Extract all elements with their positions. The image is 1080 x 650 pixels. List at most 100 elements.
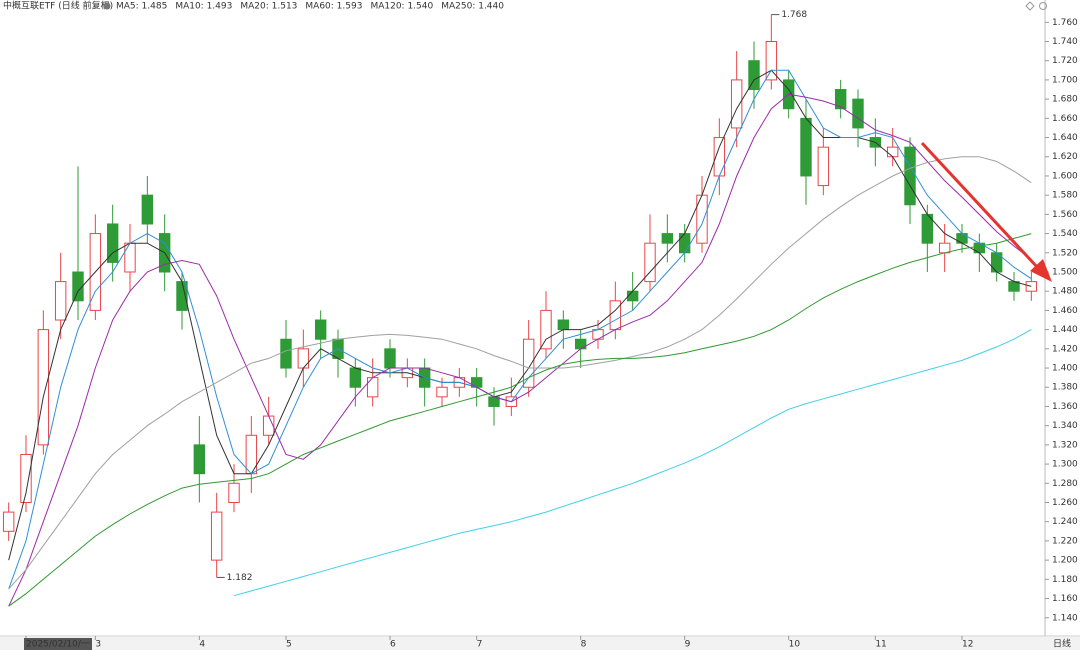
candle-body — [72, 271, 84, 302]
x-cursor-label-bg — [24, 638, 92, 650]
trend-arrow — [920, 141, 1052, 282]
y-tick-label: 1.620 — [1052, 152, 1078, 162]
candle-body — [349, 367, 362, 388]
candle-body — [800, 117, 812, 177]
candle-body — [193, 444, 206, 475]
y-tick-label: 1.300 — [1052, 460, 1078, 470]
candle-body — [262, 415, 275, 436]
candle-body — [730, 79, 743, 129]
y-tick-label: 1.580 — [1052, 191, 1078, 201]
ma-line — [8, 69, 1032, 590]
x-tick-label: 5 — [286, 640, 292, 650]
x-tick-label: 4 — [199, 640, 205, 650]
y-tick-label: 1.320 — [1052, 440, 1078, 450]
y-tick-label: 1.460 — [1052, 306, 1078, 316]
y-tick-label: 1.240 — [1052, 517, 1078, 527]
y-tick-label: 1.760 — [1052, 18, 1078, 28]
chart-title: 中概互联ETF (日线 前复权) — [3, 0, 113, 12]
candle-body — [626, 290, 639, 302]
y-tick-label: 1.140 — [1052, 613, 1078, 623]
y-tick-label: 1.740 — [1052, 37, 1078, 47]
candle-body — [2, 511, 15, 532]
y-tick-label: 1.720 — [1052, 56, 1078, 66]
candle-body — [280, 338, 292, 369]
candle-body — [834, 89, 847, 110]
candle-body — [228, 482, 240, 504]
x-tick-label: 9 — [685, 640, 691, 650]
ma-line — [8, 69, 1032, 561]
y-tick-label: 1.640 — [1052, 133, 1078, 143]
y-tick-label: 1.680 — [1052, 95, 1078, 105]
candle-body — [852, 98, 864, 129]
candle-body — [574, 338, 587, 350]
y-tick-label: 1.220 — [1052, 536, 1078, 546]
legend-entry: MA10: 1.493 — [175, 2, 232, 12]
x-tick-label: 10 — [789, 640, 801, 650]
candle-body — [609, 300, 622, 331]
candle-body — [522, 338, 535, 388]
candle-body — [297, 348, 310, 369]
y-tick-label: 1.440 — [1052, 325, 1078, 335]
candle-body — [210, 511, 223, 561]
y-tick-label: 1.420 — [1052, 344, 1078, 354]
candle-body — [37, 329, 50, 446]
y-tick-label: 1.560 — [1052, 210, 1078, 220]
candle-body — [765, 40, 778, 81]
candle-body — [141, 194, 154, 225]
candle-body — [54, 281, 67, 321]
candle-body — [661, 233, 674, 244]
candle-body — [886, 146, 899, 158]
max-label: 1.768 — [781, 10, 807, 20]
y-tick-label: 1.180 — [1052, 575, 1078, 585]
y-tick-label: 1.160 — [1052, 594, 1078, 604]
y-tick-label: 1.660 — [1052, 114, 1078, 124]
y-tick-label: 1.280 — [1052, 479, 1078, 489]
settings-icon[interactable] — [103, 2, 111, 10]
ma-line — [233, 329, 1032, 597]
legend-entry: MA120: 1.540 — [370, 2, 433, 12]
x-tick-label: 3 — [95, 640, 101, 650]
x-tick-label: 8 — [581, 640, 587, 650]
ma-line — [8, 233, 1032, 607]
ma-line — [8, 156, 1032, 590]
y-tick-label: 1.340 — [1052, 421, 1078, 431]
y-tick-label: 1.700 — [1052, 75, 1078, 85]
x-tick-label: 7 — [477, 640, 483, 650]
candle-body — [384, 348, 396, 369]
x-axis-band — [0, 637, 1080, 650]
toolbar-icon[interactable] — [1039, 2, 1047, 10]
y-tick-label: 1.500 — [1052, 267, 1078, 277]
candle-body — [904, 146, 916, 206]
candle-body — [938, 242, 951, 254]
y-tick-label: 1.360 — [1052, 402, 1078, 412]
legend-entry: MA60: 1.593 — [305, 2, 362, 12]
toolbar-icon[interactable] — [1025, 1, 1035, 11]
y-tick-label: 1.200 — [1052, 556, 1078, 566]
y-tick-label: 1.600 — [1052, 171, 1078, 181]
y-tick-label: 1.380 — [1052, 383, 1078, 393]
candle-body — [20, 453, 32, 504]
ma-line — [8, 93, 1032, 607]
y-tick-label: 1.540 — [1052, 229, 1078, 239]
candle-body — [644, 242, 656, 283]
candle-body — [106, 223, 119, 263]
x-tick-label: 12 — [962, 640, 973, 650]
legend-entry: MA250: 1.440 — [441, 2, 504, 12]
candle-body — [124, 242, 136, 273]
y-tick-label: 1.400 — [1052, 364, 1078, 374]
y-tick-label: 1.480 — [1052, 287, 1078, 297]
y-tick-label: 1.260 — [1052, 498, 1078, 508]
candle-body — [436, 386, 448, 398]
legend: 中概互联ETF (日线 前复权) MA5: 1.485 MA10: 1.493 MA… — [3, 0, 504, 12]
candle-body — [540, 309, 552, 350]
candle-body — [678, 233, 691, 254]
y-tick-label: 1.520 — [1052, 248, 1078, 258]
candle-body — [1025, 281, 1038, 292]
plot-area: 1.140 1.160 1.180 1.200 1.220 1.240 1.260 1.280… — [2, 10, 1078, 650]
x-tick-label: 11 — [875, 640, 886, 650]
legend-entry: MA5: 1.485 — [116, 2, 167, 12]
x-tick-label: 6 — [390, 640, 396, 650]
x-tick-label: 2025/02/10/一 — [26, 640, 90, 650]
candle-body — [557, 319, 570, 331]
